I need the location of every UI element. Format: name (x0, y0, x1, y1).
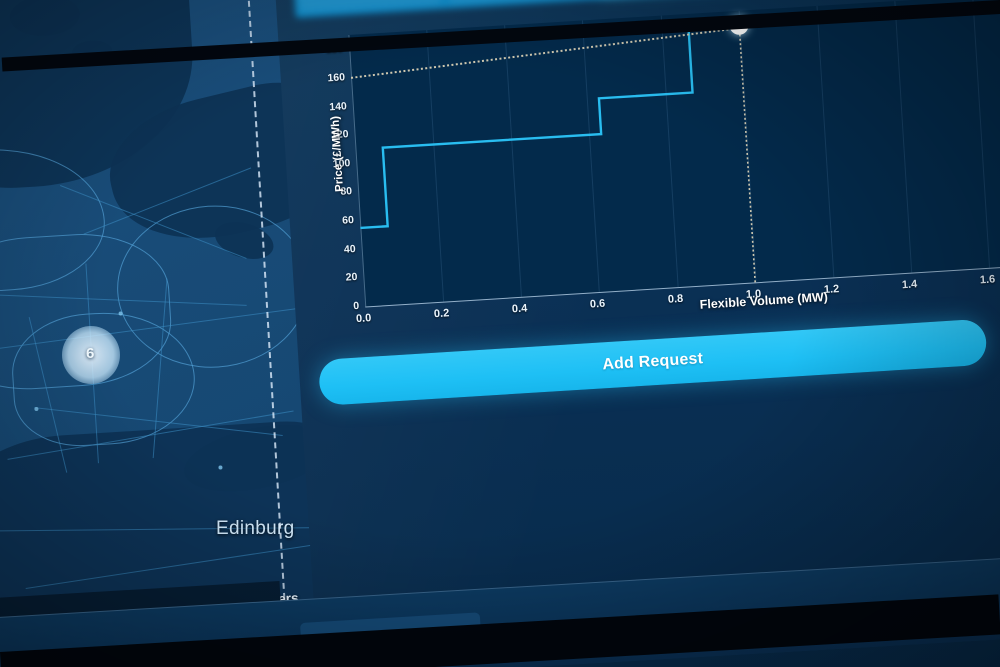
chart-series-reference-price (350, 26, 740, 79)
map-cluster-halo[interactable] (62, 326, 120, 384)
chart-series-svg (350, 0, 1000, 283)
map-cluster-count: 6 (86, 345, 95, 362)
chart-cursor-vline (738, 25, 756, 283)
price-volume-chart[interactable]: 020406080100120140160180 0.00.20.40.60.8… (300, 0, 1000, 349)
add-request-label: Add Request (601, 350, 704, 374)
map-city-label: Edinburg (216, 518, 295, 539)
